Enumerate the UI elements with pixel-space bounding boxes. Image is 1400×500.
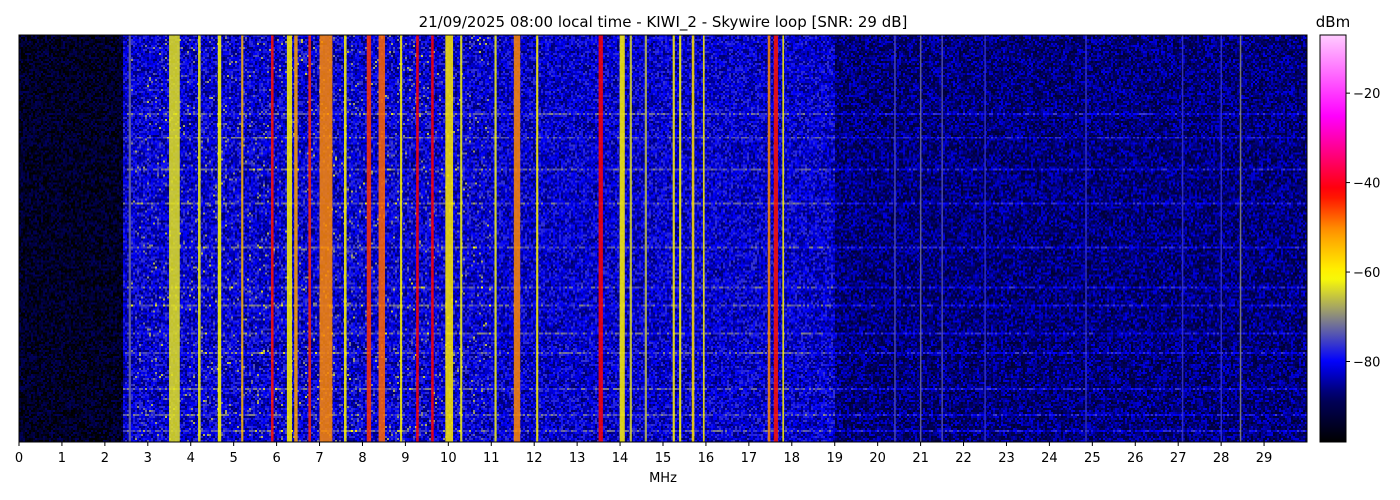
signal-band-10.02mhz: [445, 35, 454, 442]
signal-band-6.77mhz: [308, 35, 311, 442]
signal-band-10.3mhz: [460, 35, 463, 442]
colorbar-tick-label: −20: [1353, 87, 1380, 102]
signal-band-15.7mhz: [691, 35, 695, 442]
x-tick-label: 0: [15, 451, 23, 466]
signal-band-4.2mhz: [198, 35, 201, 442]
colorbar: [1319, 34, 1347, 443]
signal-band-15.25mhz: [672, 35, 675, 442]
x-tick-label: 8: [358, 451, 366, 466]
signal-band-5.9mhz: [271, 35, 274, 442]
x-tick-label: 29: [1256, 451, 1273, 466]
signal-band-12.07mhz: [536, 35, 539, 442]
x-tick-label: 5: [230, 451, 238, 466]
x-tick-label: 28: [1213, 451, 1230, 466]
x-tick-label: 16: [698, 451, 715, 466]
plot-frame: [18, 34, 1308, 443]
signal-band-17.63mhz: [773, 35, 779, 442]
signal-band-28mhz: [1220, 35, 1222, 442]
x-tick-label: 14: [612, 451, 629, 466]
signal-band-5.2mhz: [241, 35, 244, 442]
signal-band-8.9mhz: [400, 35, 403, 442]
x-tick-label: 15: [655, 451, 672, 466]
signal-band-4.67mhz: [217, 35, 222, 442]
signal-band-15.4mhz: [679, 35, 682, 442]
signal-band-22.5mhz: [984, 35, 986, 442]
signal-bands: [128, 35, 1242, 442]
x-tick-label: 22: [955, 451, 972, 466]
x-tick-label: 11: [483, 451, 500, 466]
colorbar-tick-label: −40: [1353, 177, 1380, 192]
signal-band-27.1mhz: [1181, 35, 1184, 442]
x-tick-label: 2: [101, 451, 109, 466]
signal-band-9.63mhz: [431, 35, 434, 442]
x-tick-label: 23: [998, 451, 1015, 466]
signal-band-7.15mhz: [319, 35, 333, 442]
x-tick-label: 4: [187, 451, 195, 466]
x-tick-label: 12: [526, 451, 543, 466]
x-tick-label: 17: [741, 451, 758, 466]
signal-band-14.6mhz: [644, 35, 647, 442]
colorbar-tick-label: −80: [1353, 355, 1380, 370]
x-tick-label: 1: [58, 451, 66, 466]
signal-band-3.62mhz: [169, 35, 180, 442]
x-axis-label: MHz: [649, 471, 677, 486]
x-tick-label: 24: [1041, 451, 1058, 466]
signal-band-7.6mhz: [344, 35, 347, 442]
colorbar-ticks: −20 −40 −60 −80: [1346, 87, 1380, 370]
x-tick-label: 7: [315, 451, 323, 466]
x-tick-label: 27: [1170, 451, 1187, 466]
signal-band-21mhz: [919, 35, 922, 442]
signal-band-13.55mhz: [598, 35, 603, 442]
colorbar-tick-label: −60: [1353, 266, 1380, 281]
signal-band-6.3mhz: [286, 35, 293, 442]
x-tick-label: 26: [1127, 451, 1144, 466]
signal-band-17.8mhz: [782, 35, 785, 442]
x-tick-label: 10: [440, 451, 457, 466]
signal-band-20.4mhz: [894, 35, 896, 442]
signal-band-8.15mhz: [366, 35, 372, 442]
signal-band-14.05mhz: [619, 35, 625, 442]
x-tick-label: 13: [569, 451, 586, 466]
chart-title: 21/09/2025 08:00 local time - KIWI_2 - S…: [419, 13, 908, 32]
waterfall-noise-background: [19, 35, 1307, 442]
signal-band-24.85mhz: [1085, 35, 1087, 442]
x-tick-label: 6: [272, 451, 280, 466]
x-tick-label: 19: [826, 451, 843, 466]
x-tick-label: 25: [1084, 451, 1101, 466]
x-tick-label: 21: [912, 451, 929, 466]
x-tick-label: 9: [401, 451, 409, 466]
signal-band-11.1mhz: [494, 35, 497, 442]
signal-band-28.45mhz: [1239, 35, 1242, 442]
x-tick-label: 20: [869, 451, 886, 466]
signal-band-21.5mhz: [941, 35, 943, 442]
signal-band-2.58mhz: [128, 35, 131, 442]
x-tick-label: 3: [144, 451, 152, 466]
signal-band-15.95mhz: [702, 35, 705, 442]
signal-band-14.25mhz: [629, 35, 632, 442]
signal-band-17.47mhz: [767, 35, 771, 442]
signal-band-9.28mhz: [416, 35, 419, 442]
x-axis-ticks: 0 1 2 3 4 5 6 7 8 9 10 11 12 13 14 15 16 17 18 19 20 21 22 23 24…: [15, 442, 1272, 466]
signal-band-6.45mhz: [294, 35, 298, 442]
signal-band-8.45mhz: [378, 35, 386, 442]
x-tick-label: 18: [784, 451, 801, 466]
signal-band-11.6mhz: [513, 35, 521, 442]
colorbar-label: dBm: [1316, 13, 1350, 31]
